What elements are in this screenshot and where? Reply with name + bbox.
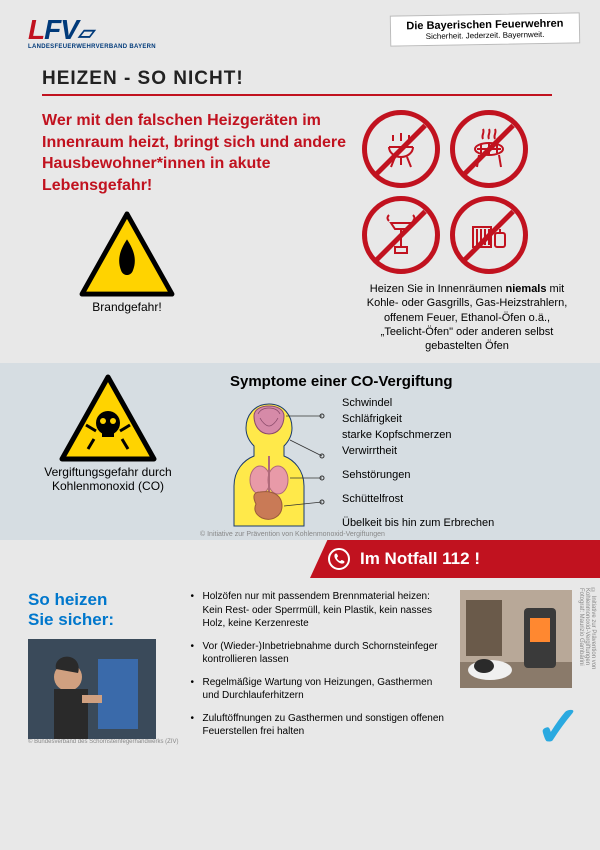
- symptoms-list: Schwindel Schläfrigkeit starke Kopfschme…: [342, 396, 494, 540]
- co-credit: © Initiative zur Prävention von Kohlenmo…: [200, 531, 385, 538]
- safe-heating-title: So heizen Sie sicher:: [28, 590, 138, 631]
- logo-letters: LFV▱: [28, 14, 92, 46]
- prohib-caption-bold: niemals: [506, 283, 547, 295]
- human-body-icon: [204, 396, 334, 536]
- intro-right: Heizen Sie in Innenräumen niemals mit Ko…: [362, 110, 572, 353]
- worker-credit: © Bundesverband des Schornsteinfegerhand…: [28, 739, 179, 745]
- fire-hazard-label: Brandgefahr!: [92, 300, 161, 314]
- symptom-item: starke Kopfschmerzen: [342, 428, 494, 444]
- safe-bullet: Zuluftöffnungen zu Gasthermen und sonsti…: [191, 712, 448, 739]
- prohib-radiator-gas-icon: [450, 196, 528, 274]
- symptom-group-eyes: Sehstörungen: [342, 468, 494, 484]
- check-icon: ✓: [535, 694, 582, 760]
- prohib-patio-heater-icon: [362, 196, 440, 274]
- safe-bullet: Vor (Wieder-)Inbetriebnahme durch Schorn…: [191, 640, 448, 667]
- symptom-item: Übelkeit bis hin zum Erbrechen: [342, 516, 494, 532]
- safe-heating-section: So heizen Sie sicher: © Bundesverband de…: [0, 578, 600, 758]
- logo-letter-v: V: [60, 14, 78, 45]
- symptom-group-head: Schwindel Schläfrigkeit starke Kopfschme…: [342, 396, 494, 460]
- chimney-sweep-photo: [28, 639, 156, 739]
- page-title: HEIZEN - SO NICHT!: [42, 68, 570, 90]
- prohibition-caption: Heizen Sie in Innenräumen niemals mit Ko…: [362, 282, 572, 353]
- fire-triangle-icon: [78, 210, 176, 298]
- skull-triangle-icon: [58, 373, 158, 463]
- logo-subtitle: LANDESFEUERWEHRVERBAND BAYERN: [28, 44, 156, 50]
- prohib-caption-p1: Heizen Sie in Innenräumen: [370, 283, 506, 295]
- co-section: Vergiftungsgefahr durch Kohlenmonoxid (C…: [0, 363, 600, 540]
- co-body: Schwindel Schläfrigkeit starke Kopfschme…: [204, 396, 576, 540]
- safe-left: So heizen Sie sicher: © Bundesverband de…: [28, 590, 179, 748]
- header: LFV▱ LANDESFEUERWEHRVERBAND BAYERN Die B…: [0, 0, 600, 56]
- co-hazard-block: Vergiftungsgefahr durch Kohlenmonoxid (C…: [28, 373, 188, 540]
- fire-hazard-block: Brandgefahr!: [62, 210, 192, 314]
- symptom-item: Sehstörungen: [342, 468, 494, 484]
- symptom-item: Schläfrigkeit: [342, 412, 494, 428]
- tagline-sub: Sicherheit. Jederzeit. Bayernweit.: [401, 30, 569, 42]
- page: LFV▱ LANDESFEUERWEHRVERBAND BAYERN Die B…: [0, 0, 600, 850]
- co-symptoms-title: Symptome einer CO-Vergiftung: [230, 373, 576, 390]
- symptom-item: Schüttelfrost: [342, 492, 494, 508]
- safe-bullet: Holzöfen nur mit passendem Brennmaterial…: [191, 590, 448, 631]
- intro-section: Wer mit den falschen Heizgeräten im Inne…: [0, 100, 600, 363]
- prohib-bbq-grate-icon: [450, 110, 528, 188]
- prohib-bbq-kettle-icon: [362, 110, 440, 188]
- co-right: Symptome einer CO-Vergiftung: [204, 373, 576, 540]
- intro-left: Wer mit den falschen Heizgeräten im Inne…: [42, 110, 348, 353]
- emergency-banner: Im Notfall 112 !: [310, 540, 600, 578]
- title-block: HEIZEN - SO NICHT!: [0, 56, 600, 100]
- emergency-text: Im Notfall 112 !: [360, 549, 480, 569]
- symptom-item: Schwindel: [342, 396, 494, 412]
- title-rule: [42, 94, 552, 96]
- logo-letter-f: F: [44, 14, 60, 45]
- safe-bullets: Holzöfen nur mit passendem Brennmaterial…: [191, 590, 448, 748]
- lfv-logo: LFV▱ LANDESFEUERWEHRVERBAND BAYERN: [28, 14, 156, 50]
- logo-letter-l: L: [28, 14, 44, 45]
- intro-warning-text: Wer mit den falschen Heizgeräten im Inne…: [42, 110, 348, 196]
- symptom-group-chest: Schüttelfrost: [342, 492, 494, 508]
- tagline-box: Die Bayerischen Feuerwehren Sicherheit. …: [390, 12, 581, 46]
- wood-stove-photo: [460, 590, 572, 688]
- safe-right-images: ✓: [460, 590, 580, 748]
- safe-title-l1: So heizen: [28, 590, 107, 609]
- co-hazard-label: Vergiftungsgefahr durch Kohlenmonoxid (C…: [28, 465, 188, 493]
- symptom-item: Verwirrtheit: [342, 444, 494, 460]
- stove-credit: © Initiative zur Prävention von Kohlenmo…: [578, 588, 596, 688]
- symptom-group-stomach: Übelkeit bis hin zum Erbrechen: [342, 516, 494, 532]
- safe-bullet: Regelmäßige Wartung von Heizungen, Gasth…: [191, 676, 448, 703]
- prohibition-grid: [362, 110, 572, 274]
- phone-icon: [328, 548, 350, 570]
- safe-title-l2: Sie sicher:: [28, 610, 114, 629]
